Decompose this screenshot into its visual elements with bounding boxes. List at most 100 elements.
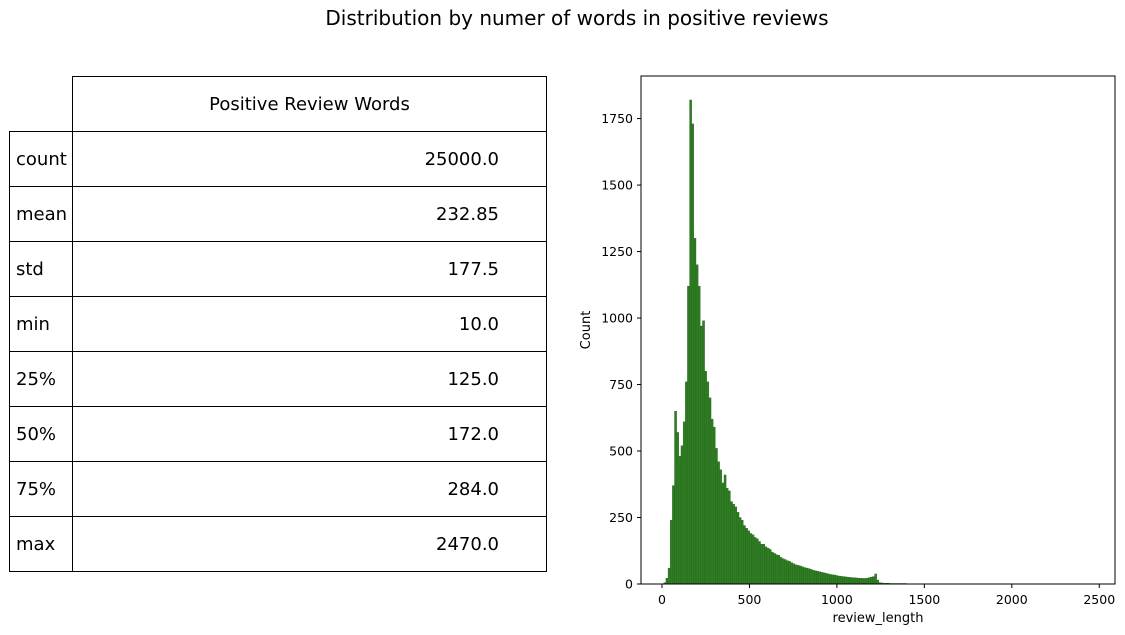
x-tick-label: 500 [738,592,762,607]
histogram-bar [822,572,826,585]
histogram-bar [680,445,684,585]
y-tick-label: 1250 [601,244,633,259]
histogram-bar [807,568,811,585]
histogram-bar [758,541,761,585]
row-label: max [9,516,73,572]
histogram-bar [775,554,778,585]
histogram-bar [672,485,675,585]
histogram-bar [833,574,836,585]
histogram-bar [736,512,740,585]
histogram-bar [766,547,770,585]
summary-statistics-table: Positive Review Words count 25000.0 mean… [9,76,547,572]
histogram-bar [723,474,727,585]
histogram-bar [715,448,718,585]
x-axis-label: review_length [833,611,924,626]
histogram-bar [837,575,841,585]
histogram-bar [756,538,759,585]
figure-title: Distribution by numer of words in positi… [325,6,829,30]
histogram-bar [678,456,682,585]
histogram-bar [676,432,679,585]
row-value: 177.5 [72,241,547,297]
histogram-bar [708,397,712,585]
histogram-bar [801,566,804,585]
x-tick-label: 2500 [1083,592,1115,607]
x-axis: 0 500 1000 1500 2000 2500 [658,584,1115,607]
histogram-bar [685,381,688,585]
histogram-bar [753,537,757,585]
histogram-bar [788,561,791,585]
histogram-bar [773,553,776,585]
histogram-bar [682,421,686,585]
histogram-bar [844,576,847,585]
histogram-bar [781,558,785,585]
histogram-bar [734,506,738,585]
y-axis-label: Count [579,311,594,350]
y-tick-label: 750 [609,377,633,392]
histogram-bar [691,123,695,585]
histogram-bar [867,577,871,585]
histogram-bar [848,577,852,585]
y-tick-label: 500 [609,444,633,459]
row-label: 75% [9,461,73,517]
row-label: mean [9,186,73,242]
histogram-bar [829,574,832,585]
histogram-bar [831,574,834,585]
row-value: 2470.0 [72,516,547,572]
y-axis: 0 250 500 750 1000 1250 1500 1750 [601,111,641,592]
histogram-bar [732,504,735,585]
table-row: std 177.5 [9,241,547,297]
histogram-bar [784,559,787,585]
histogram-bar [764,546,768,585]
histogram-bar [674,410,677,585]
histogram-bar [702,320,705,585]
row-value: 284.0 [72,461,547,517]
table-row: min 10.0 [9,296,547,352]
histogram-bar [713,426,716,585]
histogram-bar [730,501,733,585]
histogram-bar [824,573,828,585]
row-label: std [9,241,73,297]
table-corner-cell [9,76,73,132]
histogram-bar [818,571,821,585]
row-label: 50% [9,406,73,462]
table-row: count 25000.0 [9,131,547,187]
column-header: Positive Review Words [72,76,547,132]
table-row: 75% 284.0 [9,461,547,517]
table-row: 50% 172.0 [9,406,547,462]
histogram-bar [695,264,699,585]
histogram-bar [803,567,806,585]
y-tick-label: 250 [609,510,633,525]
histogram-bar [809,569,813,585]
row-value: 25000.0 [72,131,547,187]
x-tick-label: 1500 [908,592,940,607]
y-tick-label: 1000 [601,311,633,326]
histogram-bar [805,567,809,585]
histogram-bar [738,517,742,585]
histogram-bar [704,371,707,585]
histogram-bar [855,577,858,585]
histogram-bar [698,285,701,585]
x-tick-label: 2000 [996,592,1028,607]
histogram-bar [799,565,802,585]
histogram-bar [743,525,746,585]
histogram-bar [863,578,867,585]
histogram-bar [749,533,753,585]
plot-frame [640,75,1116,585]
histogram-bar [820,572,824,585]
histogram-bar [812,570,815,585]
y-tick-label: 1750 [601,111,633,126]
histogram-bar [839,576,843,585]
histogram-bar [857,577,860,585]
histogram-bar [786,560,789,585]
histogram-bar [747,530,750,585]
histogram-bar [794,564,798,585]
histogram-bar [846,576,849,585]
histogram-bar [852,577,856,585]
histogram-bar [865,577,869,585]
table-row: max 2470.0 [9,516,547,572]
histogram-bar [717,461,720,585]
histogram-bar [827,573,830,585]
histogram-bar [728,490,731,585]
histogram-bar [777,555,781,585]
histogram-bar [874,573,877,585]
